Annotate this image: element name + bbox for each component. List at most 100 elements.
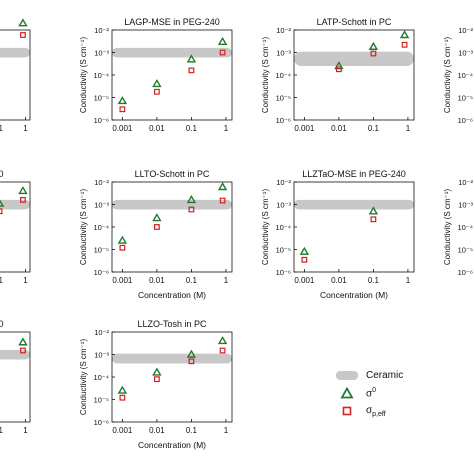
x-axis-label: Concentration (M) xyxy=(138,290,206,300)
x-tick-label: .1 xyxy=(0,426,3,435)
y-tick-label: 10⁻⁴ xyxy=(275,71,291,80)
sigmaeff-point xyxy=(154,224,160,230)
sigma0-point xyxy=(18,337,28,346)
y-tick-label: 10⁻³ xyxy=(94,351,109,360)
x-tick-label: 0.1 xyxy=(186,276,198,285)
chart-panel-3: LATP-Schott in PC 10⁻⁶ 10⁻⁵ 10⁻⁴ 10⁻³ 10⁻² Con… xyxy=(261,17,415,133)
plot-frame xyxy=(0,29,31,121)
triangle-marker-icon xyxy=(340,387,354,399)
y-tick-label: 10⁻² xyxy=(276,178,291,187)
y-axis-label: Conductivity (S cm⁻¹) xyxy=(261,37,270,114)
sigma0-point xyxy=(217,336,228,345)
y-tick-label: 10⁻⁶ xyxy=(276,268,291,277)
x-tick-label: 0.01 xyxy=(149,124,165,133)
y-tick-label: 10⁻² xyxy=(276,26,291,35)
y-axis-label: Conductivity (S cm⁻¹) xyxy=(443,189,452,266)
legend-sigma0: σ0 xyxy=(336,386,376,400)
plot-frame xyxy=(111,331,233,423)
sigma0-point xyxy=(299,246,310,255)
x-tick-label: 0.001 xyxy=(294,276,315,285)
x-tick-label: 0.1 xyxy=(186,426,198,435)
sigmaeff-point xyxy=(119,394,126,401)
sigmaeff-point xyxy=(370,216,377,223)
chart-title: LLZO-Tosh in PC xyxy=(137,319,207,329)
ceramic-band-swatch xyxy=(336,370,358,380)
x-tick-label: 0.001 xyxy=(112,276,133,285)
y-tick-label: 10⁻² xyxy=(458,26,473,35)
y-tick-label: 10⁻⁵ xyxy=(94,396,109,405)
sigmaeff-point xyxy=(20,32,26,38)
sigma0-point xyxy=(152,367,162,376)
x-tick-label: 0.001 xyxy=(294,124,315,133)
sigmaeff-point xyxy=(0,208,3,215)
chart-panel-8: 10⁻⁶ 10⁻⁵ 10⁻⁴ 10⁻³ 10⁻² Conductivity (S cm⁻¹… xyxy=(443,178,473,277)
ceramic-band xyxy=(294,51,414,67)
sigma0-point xyxy=(117,96,128,105)
y-axis-label: Conductivity (S cm⁻¹) xyxy=(261,189,270,266)
y-tick-label: 10⁻⁴ xyxy=(457,223,473,232)
chart-panel-4: 10⁻⁶ 10⁻⁵ 10⁻⁴ 10⁻³ 10⁻² Conductivity (S cm⁻¹… xyxy=(443,26,473,125)
y-axis-label: Conductivity (S cm⁻¹) xyxy=(443,37,452,114)
x-tick-label: 1 xyxy=(224,276,229,285)
sigma0-point xyxy=(399,30,410,39)
x-tick-label: 1 xyxy=(224,426,229,435)
sigma0-point xyxy=(186,195,197,204)
x-tick-label: 1 xyxy=(406,124,411,133)
y-tick-label: 10⁻⁵ xyxy=(276,246,291,255)
chart-panel-7: LLZTaO-MSE in PEG-240 10⁻⁶ 10⁻⁵ 10⁻⁴ 10⁻³ 10⁻… xyxy=(261,169,415,300)
legend-sigma0-label: σ0 xyxy=(366,387,376,399)
sigmaeff-point xyxy=(301,256,308,263)
sigmaeff-point xyxy=(188,67,195,74)
sigmaeff-point xyxy=(119,106,126,113)
chart-panel-5: PEG-240 .1 1 xyxy=(0,169,31,285)
sigmaeff-point xyxy=(219,197,226,204)
legend-sigmaeff-label: σp,eff xyxy=(366,405,386,418)
sigmaeff-point xyxy=(219,347,226,354)
chart-title: LLTO-Schott in PC xyxy=(135,169,210,179)
chart-title: LLZTaO-MSE in PEG-240 xyxy=(302,169,406,179)
y-tick-label: 10⁻⁵ xyxy=(458,246,473,255)
sigma0-superscript: 0 xyxy=(372,386,377,394)
y-tick-label: 10⁻⁵ xyxy=(458,94,473,103)
x-tick-label: 0.1 xyxy=(368,124,380,133)
y-tick-label: 10⁻⁶ xyxy=(94,418,109,427)
sigma0-point xyxy=(0,199,5,207)
y-tick-label: 10⁻⁶ xyxy=(276,116,291,125)
ceramic-band xyxy=(112,353,232,364)
x-tick-label: 1 xyxy=(224,124,229,133)
ceramic-band xyxy=(112,199,232,210)
sigma0-point xyxy=(152,213,162,222)
y-axis-label: Conductivity (S cm⁻¹) xyxy=(79,339,88,416)
x-axis-label: Concentration (M) xyxy=(138,440,206,450)
chart-panel-1: n DMF.11on (M) xyxy=(0,18,31,133)
chart-title: PEG-240 xyxy=(0,319,4,329)
chart-panel-2: LAGP-MSE in PEG-240 10⁻⁶ 10⁻⁵ 10⁻⁴ 10⁻³ 10⁻² C… xyxy=(79,17,233,133)
legend-sigmaeff: σp,eff xyxy=(336,404,386,418)
y-tick-label: 10⁻⁵ xyxy=(94,246,109,255)
sigma0-point xyxy=(368,206,379,215)
sigmaeff-point xyxy=(119,244,126,251)
sigmaeff-point xyxy=(188,206,195,213)
x-tick-label: 1 xyxy=(23,124,28,133)
y-tick-label: 10⁻³ xyxy=(94,201,109,210)
sigma0-point xyxy=(152,79,162,88)
y-tick-label: 10⁻⁵ xyxy=(94,94,109,103)
sigmaeff-subscript: p,eff xyxy=(372,410,386,418)
sigmaeff-point xyxy=(370,50,377,57)
y-tick-label: 10⁻² xyxy=(94,178,109,187)
y-tick-label: 10⁻⁴ xyxy=(93,71,109,80)
x-tick-label: .1 xyxy=(0,276,3,285)
sigma0-point xyxy=(117,235,128,244)
legend-ceramic-label: Ceramic xyxy=(366,369,404,381)
y-tick-label: 10⁻³ xyxy=(458,49,473,58)
y-tick-label: 10⁻⁶ xyxy=(94,268,109,277)
sigma0-point xyxy=(18,18,28,27)
y-tick-label: 10⁻³ xyxy=(276,201,291,210)
sigma0-point xyxy=(186,54,197,63)
x-tick-label: 0.1 xyxy=(368,276,380,285)
x-tick-label: 0.001 xyxy=(112,426,133,435)
sigma0-point xyxy=(217,36,228,45)
y-tick-label: 10⁻⁴ xyxy=(457,71,473,80)
plot-frame xyxy=(111,29,233,121)
chart-title: LATP-Schott in PC xyxy=(317,17,392,27)
